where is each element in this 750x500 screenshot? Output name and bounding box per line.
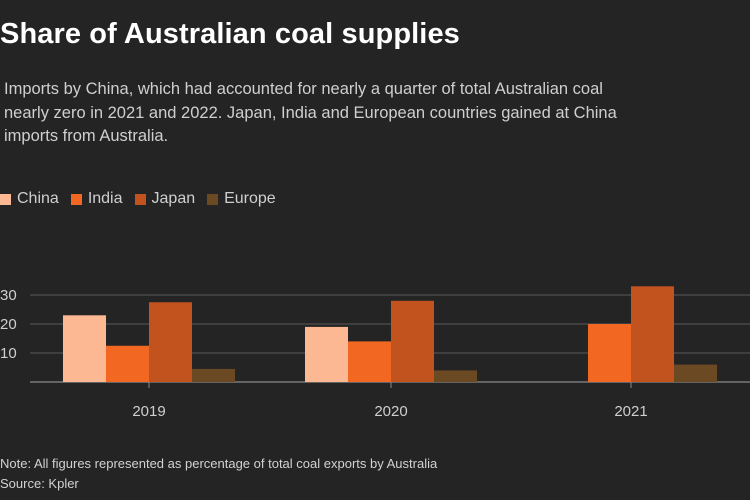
legend-label-india: India [87,190,123,207]
chart-title: Share of Australian coal supplies [0,18,460,50]
subtitle-line-2: nearly zero in 2021 and 2022. Japan, Ind… [4,103,617,122]
legend-item-europe: Europe [207,190,276,208]
legend-swatch-india [70,193,82,205]
bar-chart: 30 20 10 2019 2020 2021 [0,286,750,420]
bar-europe-2019 [192,368,235,382]
bar-japan-2021 [631,286,674,382]
bar-china-2019 [63,315,106,382]
legend-item-japan: Japan [134,190,196,208]
legend-item-china: China [0,190,59,208]
bar-china-2020 [305,326,348,382]
x-tick-label-2020: 2020 [374,403,407,420]
legend-item-india: India [70,190,123,208]
y-tick-label-30: 30 [0,287,17,304]
y-tick-label-20: 20 [0,316,17,333]
bar-india-2019 [106,345,149,382]
bar-japan-2020 [391,300,434,382]
chart-legend: China India Japan Europe [0,188,288,210]
x-tick-label-2021: 2021 [614,403,647,420]
bar-india-2021 [588,324,631,382]
footnotes: Note: All figures represented as percent… [0,454,437,494]
bar-japan-2019 [149,302,192,382]
legend-label-japan: Japan [151,190,196,207]
bar-europe-2020 [434,370,477,382]
legend-swatch-japan [134,193,146,205]
note-text: Note: All figures represented as percent… [0,456,438,471]
legend-swatch-china [0,193,11,205]
legend-label-europe: Europe [224,190,276,207]
bar-europe-2021 [674,364,717,382]
y-tick-label-10: 10 [0,345,17,362]
x-tick-label-2019: 2019 [132,403,165,420]
legend-label-china: China [17,190,59,207]
subtitle-line-1: Imports by China, which had accounted fo… [4,80,603,98]
source-text: Source: Kpler [0,476,79,491]
bar-india-2020 [348,341,391,382]
legend-swatch-europe [207,193,219,205]
chart-subtitle: Imports by China, which had accounted fo… [4,78,750,149]
subtitle-line-3: imports from Australia. [4,127,169,145]
